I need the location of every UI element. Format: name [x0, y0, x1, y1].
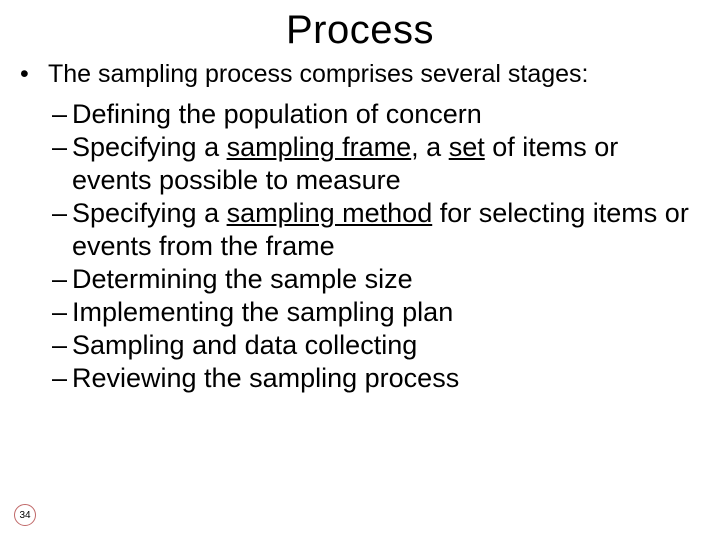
dash-icon: – — [52, 296, 72, 329]
sub-bullet-item: –Specifying a sampling method for select… — [52, 197, 702, 263]
underlined-term: sampling method — [227, 198, 433, 228]
intro-line: •The sampling process comprises several … — [20, 59, 702, 90]
text-run: Specifying a — [72, 198, 227, 228]
dash-icon: – — [52, 362, 72, 395]
text-run: Sampling and data collecting — [72, 330, 417, 360]
text-run: Implementing the sampling plan — [72, 297, 453, 327]
sub-bullet-item: –Implementing the sampling plan — [52, 296, 702, 329]
sub-bullet-item: –Determining the sample size — [52, 263, 702, 296]
text-run: Specifying a — [72, 132, 227, 162]
sub-bullet-item: –Sampling and data collecting — [52, 329, 702, 362]
sub-bullet-text: Defining the population of concern — [72, 98, 702, 131]
underlined-term: sampling frame — [227, 132, 412, 162]
sub-bullet-text: Reviewing the sampling process — [72, 362, 702, 395]
sub-bullet-text: Sampling and data collecting — [72, 329, 702, 362]
dash-icon: – — [52, 131, 72, 197]
sub-bullet-item: –Reviewing the sampling process — [52, 362, 702, 395]
text-run: Defining the population of concern — [72, 99, 482, 129]
sub-bullet-text: Specifying a sampling frame, a set of it… — [72, 131, 702, 197]
dash-icon: – — [52, 98, 72, 131]
sub-bullet-item: –Specifying a sampling frame, a set of i… — [52, 131, 702, 197]
underlined-term: set — [449, 132, 485, 162]
text-run: Reviewing the sampling process — [72, 363, 459, 393]
text-run: Determining the sample size — [72, 264, 413, 294]
dash-icon: – — [52, 263, 72, 296]
dash-icon: – — [52, 197, 72, 263]
sub-bullet-text: Determining the sample size — [72, 263, 702, 296]
intro-text: The sampling process comprises several s… — [48, 60, 589, 88]
sub-bullet-text: Implementing the sampling plan — [72, 296, 702, 329]
sub-bullet-item: –Defining the population of concern — [52, 98, 702, 131]
text-run: , a — [411, 132, 449, 162]
dash-icon: – — [52, 329, 72, 362]
bullet-dot: • — [20, 59, 48, 90]
sub-bullet-list: –Defining the population of concern–Spec… — [52, 98, 702, 394]
sub-bullet-text: Specifying a sampling method for selecti… — [72, 197, 702, 263]
slide-title: Process — [18, 8, 702, 53]
page-number-badge: 34 — [14, 504, 36, 526]
